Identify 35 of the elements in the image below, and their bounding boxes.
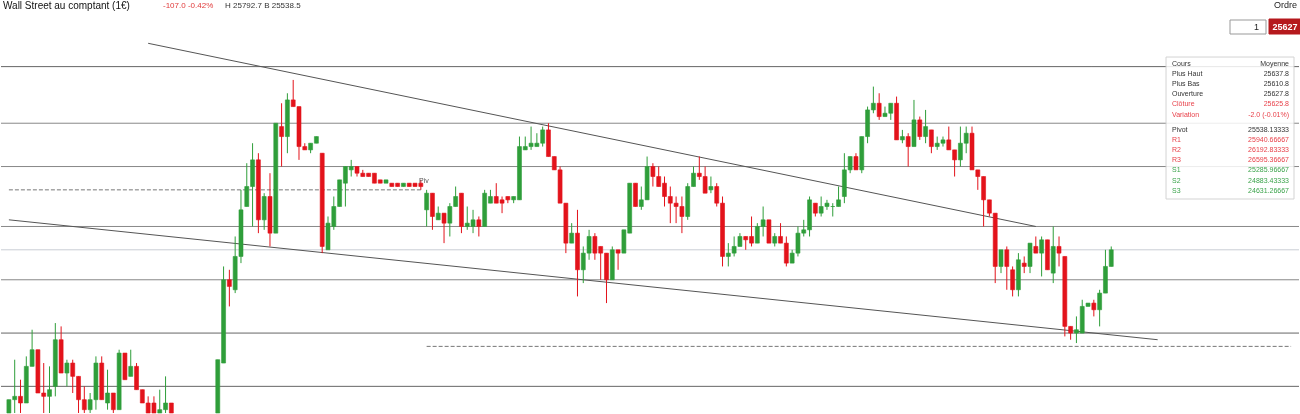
candlestick [476, 215, 482, 237]
candlestick [227, 269, 232, 307]
candlestick [923, 109, 928, 144]
candlestick [917, 116, 923, 141]
chart-title: Wall Street au comptant (1€) [3, 0, 130, 11]
candlestick [766, 219, 772, 244]
candlestick [998, 249, 1004, 274]
candlestick [1004, 245, 1010, 291]
candlestick [279, 102, 284, 168]
candlestick [615, 249, 621, 271]
candlestick [111, 392, 116, 414]
candlestick [128, 349, 134, 377]
candlestick [708, 176, 714, 194]
candlestick [18, 379, 23, 414]
candlestick [569, 222, 574, 244]
candlestick [430, 192, 435, 231]
text: 25627 [1272, 22, 1298, 32]
candlestick [105, 369, 110, 411]
candlestick [633, 182, 638, 207]
candlestick [1056, 235, 1062, 267]
candlestick [1010, 265, 1015, 297]
candlestick [424, 189, 429, 227]
text: Ordre [1273, 0, 1297, 10]
candlestick [47, 365, 52, 414]
candlestick [64, 359, 70, 387]
candlestick [441, 212, 447, 244]
candlestick [1039, 235, 1044, 277]
chart-subtitle: -107.0 -0.42% [163, 1, 214, 10]
text: 1 [1253, 22, 1259, 32]
candlestick [905, 132, 911, 168]
candlestick [876, 92, 882, 121]
text: H 25792.7 B 25538.5 [225, 1, 302, 10]
candlestick [1027, 242, 1033, 274]
candlestick [929, 129, 934, 154]
candlestick [261, 192, 267, 231]
